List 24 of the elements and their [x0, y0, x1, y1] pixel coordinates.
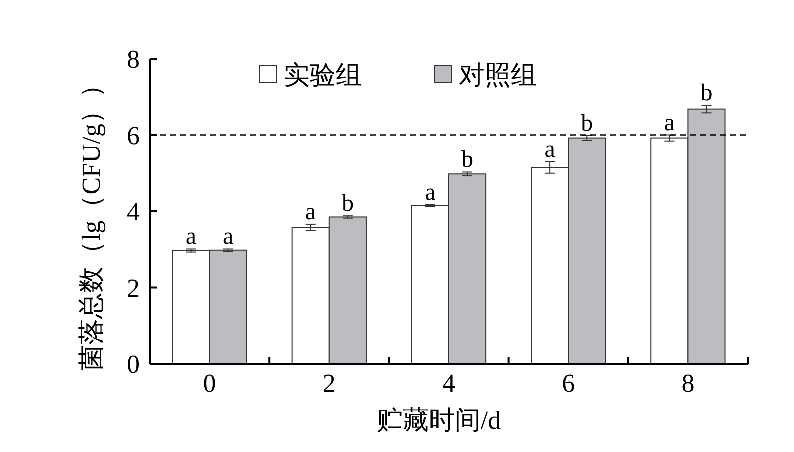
y-tick-label: 2 — [127, 274, 140, 303]
y-tick-label: 4 — [127, 198, 140, 227]
legend-label: 对照组 — [459, 61, 537, 90]
x-tick-label: 2 — [322, 369, 336, 398]
x-tick-label: 6 — [562, 369, 576, 398]
data-label: a — [664, 110, 676, 136]
data-label: b — [462, 147, 474, 174]
x-tick-label: 0 — [203, 369, 216, 398]
data-label: a — [425, 180, 436, 206]
y-tick-label: 0 — [127, 350, 140, 380]
data-label: a — [544, 136, 556, 163]
data-label: a — [186, 224, 197, 250]
data-label: a — [223, 224, 234, 250]
data-label: a — [306, 199, 317, 226]
legend-label: 实验组 — [284, 61, 362, 90]
data-label: b — [581, 111, 594, 138]
x-tick-label: 8 — [682, 369, 695, 398]
y-axis-title: 菌落总数（lg（CFU/g）） — [77, 72, 106, 372]
data-label: b — [700, 80, 713, 107]
x-axis-title: 贮藏时间/d — [376, 406, 502, 435]
data-label: b — [342, 191, 354, 218]
y-tick-label: 8 — [127, 45, 140, 74]
y-tick-label: 6 — [127, 121, 140, 150]
x-tick-label: 4 — [442, 369, 456, 398]
